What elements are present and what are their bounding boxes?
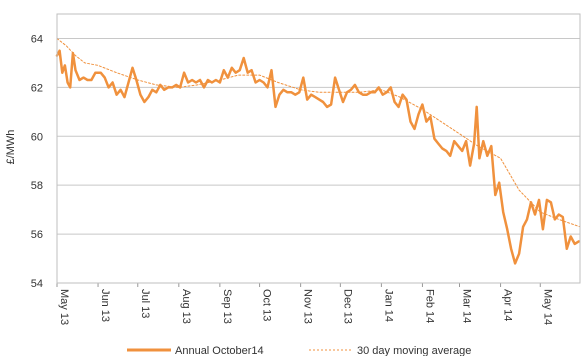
y-tick-label-60: 60 bbox=[31, 131, 43, 143]
x-tick-label-8: Jan 14 bbox=[382, 289, 394, 322]
y-tick-label-58: 58 bbox=[31, 180, 43, 192]
plot-frame bbox=[56, 13, 581, 284]
y-tick-label-62: 62 bbox=[31, 82, 43, 94]
x-tick-label-5: Oct 13 bbox=[261, 289, 273, 321]
x-tick-label-3: Aug 13 bbox=[180, 289, 192, 324]
x-tick-label-6: Nov 13 bbox=[302, 289, 314, 324]
x-tick-label-4: Sep 13 bbox=[221, 289, 233, 324]
legend-label-30-day-moving-average: 30 day moving average bbox=[357, 345, 471, 356]
y-tick-label-64: 64 bbox=[31, 33, 43, 45]
y-tick-label-54: 54 bbox=[31, 278, 43, 290]
x-tick-label-7: Dec 13 bbox=[341, 289, 353, 324]
x-tick-label-10: Mar 14 bbox=[461, 289, 473, 323]
y-axis-ticks: 54 56 58 60 62 64 bbox=[31, 33, 43, 290]
y-axis-title: £/MWh bbox=[5, 130, 17, 165]
x-axis-ticks: May 13 Jun 13 Jul 13 Aug 13 Sep 13 Oct 13 Nov … bbox=[56, 283, 553, 325]
x-tick-label-11: Apr 14 bbox=[502, 289, 514, 321]
series-lines bbox=[55, 38, 581, 265]
legend: Annual October14 30 day moving average bbox=[127, 345, 471, 356]
x-tick-label-1: Jun 13 bbox=[99, 289, 111, 322]
x-tick-label-9: Feb 14 bbox=[423, 289, 435, 323]
series-line-1 bbox=[56, 38, 581, 228]
x-tick-label-2: Jul 13 bbox=[139, 289, 151, 318]
legend-label-annual-october14: Annual October14 bbox=[175, 345, 264, 356]
x-tick-label-12: May 14 bbox=[541, 289, 553, 325]
x-tick-label-0: May 13 bbox=[58, 289, 70, 325]
series-line-0 bbox=[55, 49, 580, 265]
y-tick-label-56: 56 bbox=[31, 229, 43, 241]
